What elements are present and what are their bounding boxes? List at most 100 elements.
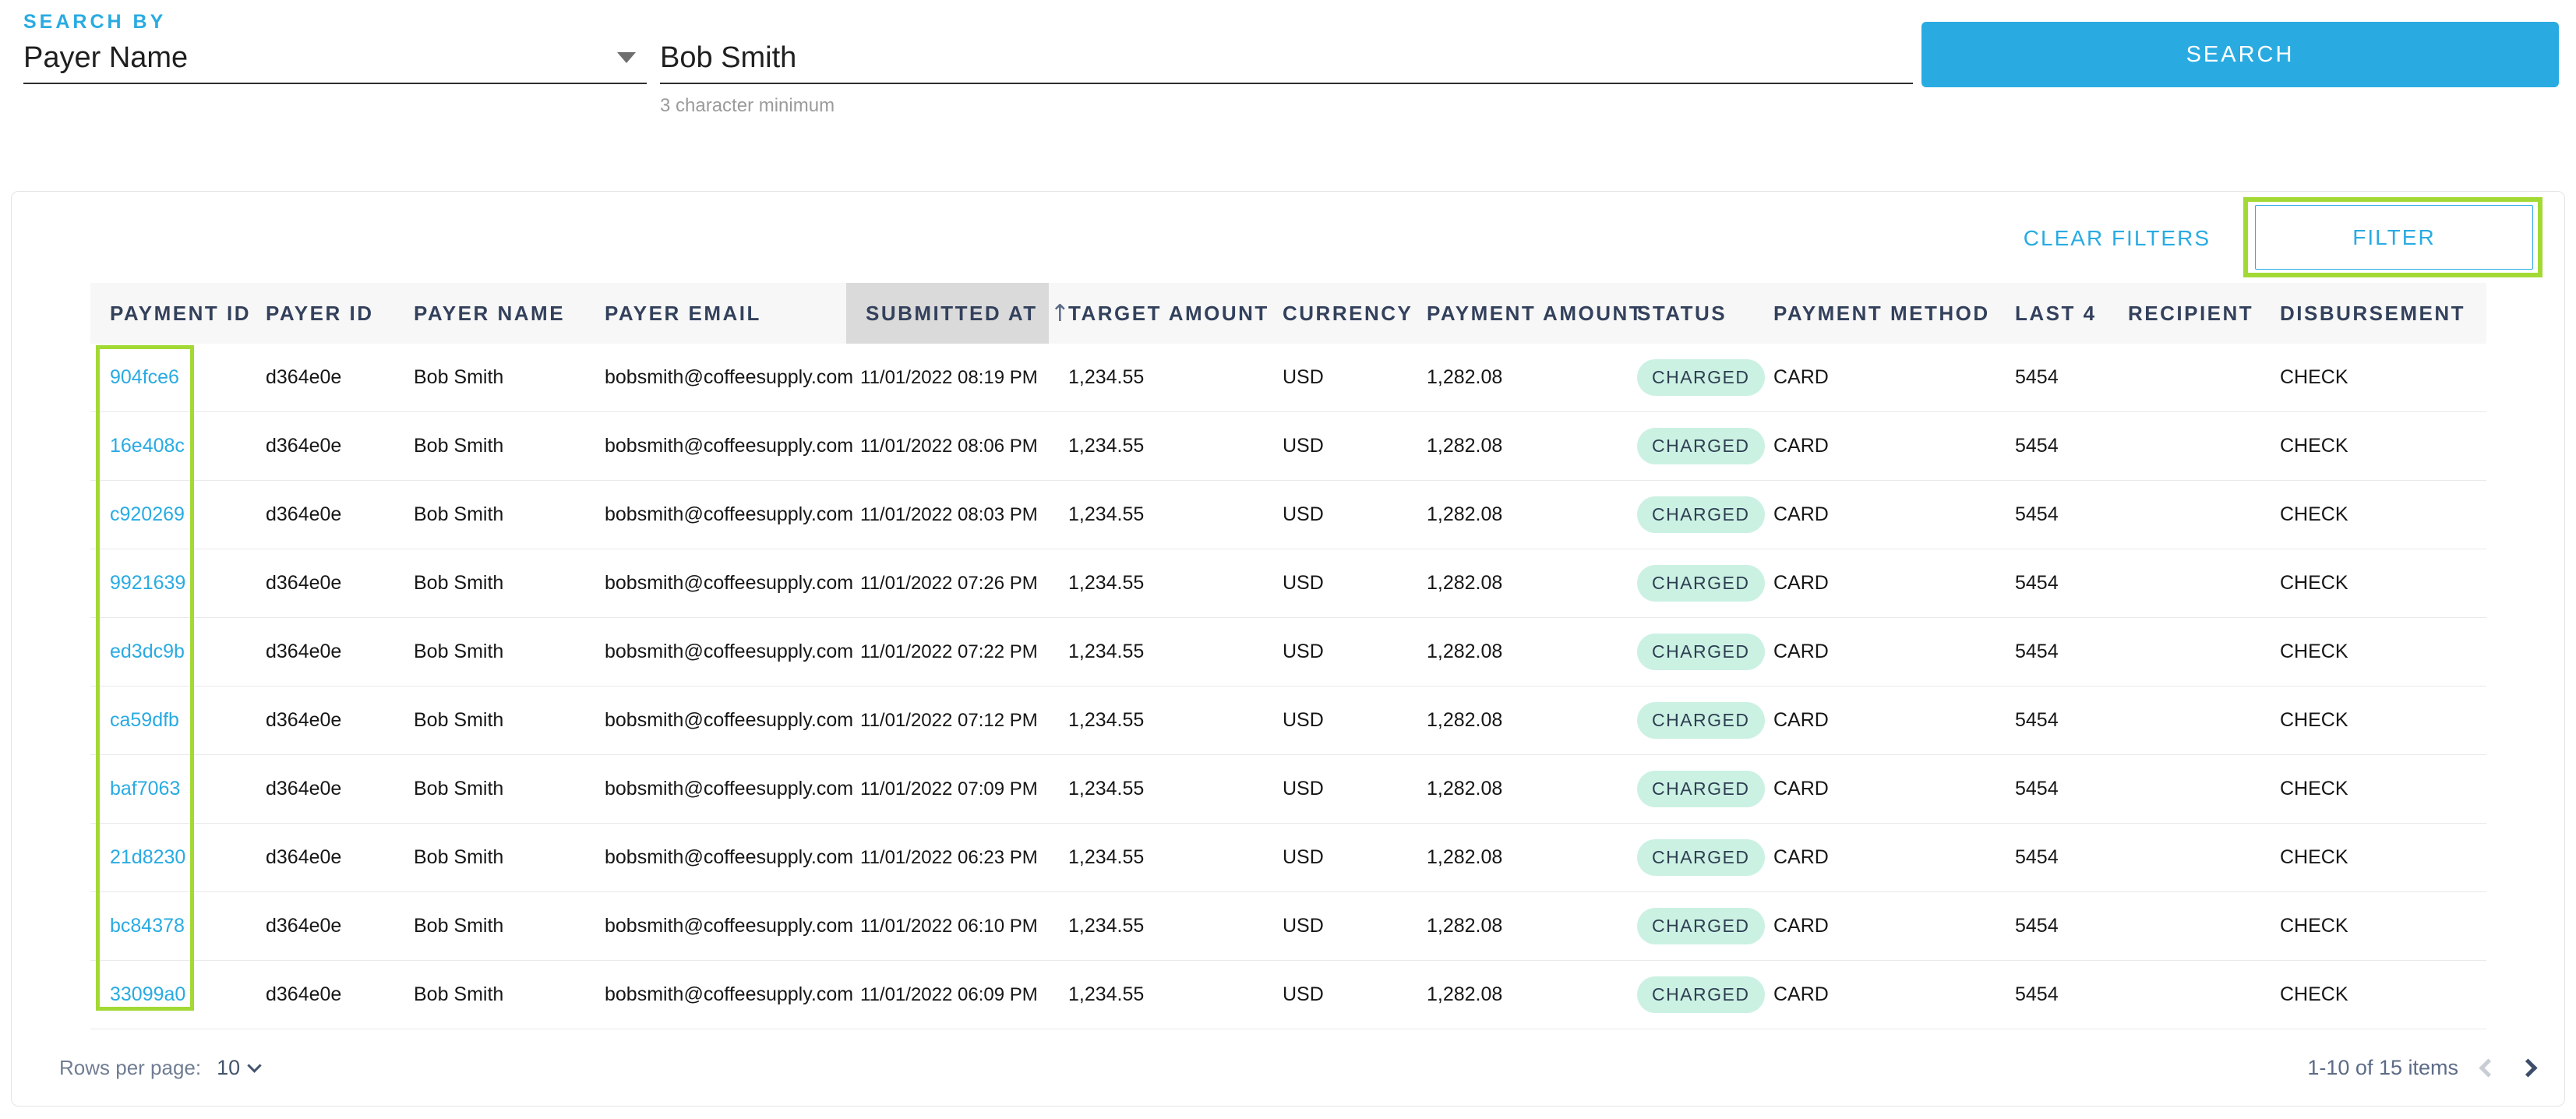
search-by-label: SEARCH BY [23, 11, 167, 33]
cell-last-4: 5454 [2015, 915, 2059, 937]
cell-status: CHARGED [1618, 771, 1765, 807]
cell-payment-amount: 1,282.08 [1427, 572, 1503, 594]
pagination-control: 1-10 of 15 items [2307, 1056, 2538, 1080]
status-badge: CHARGED [1637, 496, 1765, 533]
column-header-payer-name[interactable]: PAYER NAME [414, 301, 566, 325]
cell-currency: USD [1283, 915, 1324, 937]
column-header-submitted-at[interactable]: SUBMITTED AT ↑ [846, 283, 1070, 344]
payment-id-link[interactable]: ca59dfb [110, 709, 179, 731]
status-badge: CHARGED [1637, 908, 1765, 944]
column-header-payment-id[interactable]: PAYMENT ID [110, 301, 252, 325]
cell-payer-email: bobsmith@coffeesupply.com [605, 503, 854, 525]
cell-payer-name: Bob Smith [414, 366, 504, 388]
cell-target-amount: 1,234.55 [1068, 503, 1145, 525]
clear-filters-button[interactable]: CLEAR FILTERS [2023, 226, 2211, 250]
cell-payment-method: CARD [1773, 435, 1829, 457]
search-query-input[interactable] [660, 33, 1913, 84]
rows-per-page-select[interactable]: 10 [217, 1056, 262, 1080]
cell-submitted-at: 11/01/2022 07:12 PM [860, 709, 1038, 731]
payment-id-link[interactable]: c920269 [110, 503, 185, 525]
search-helper-text: 3 character minimum [660, 95, 835, 116]
cell-disbursement: CHECK [2280, 709, 2348, 731]
cell-payment-id: 21d8230 [90, 846, 246, 869]
cell-payment-method: CARD [1773, 503, 1829, 525]
payment-id-link[interactable]: 904fce6 [110, 366, 179, 388]
cell-payment-method: CARD [1773, 778, 1829, 800]
cell-target-amount: 1,234.55 [1068, 572, 1145, 594]
payment-id-link[interactable]: bc84378 [110, 915, 185, 937]
cell-payer-name: Bob Smith [414, 983, 504, 1005]
status-badge: CHARGED [1637, 359, 1765, 396]
column-header-payer-email[interactable]: PAYER EMAIL [605, 301, 761, 325]
cell-payer-name: Bob Smith [414, 915, 504, 937]
cell-payment-amount: 1,282.08 [1427, 983, 1503, 1005]
rows-per-page-value: 10 [217, 1056, 241, 1079]
cell-payment-method: CARD [1773, 846, 1829, 868]
column-header-payment-method[interactable]: PAYMENT METHOD [1773, 301, 1990, 325]
cell-payer-id: d364e0e [266, 709, 342, 731]
cell-payer-id: d364e0e [266, 846, 342, 868]
cell-currency: USD [1283, 572, 1324, 594]
cell-disbursement: CHECK [2280, 503, 2348, 525]
column-header-payment-amount[interactable]: PAYMENT AMOUNT [1427, 301, 1644, 325]
column-header-status[interactable]: STATUS [1637, 301, 1727, 325]
column-header-payer-id[interactable]: PAYER ID [266, 301, 374, 325]
cell-target-amount: 1,234.55 [1068, 983, 1145, 1005]
cell-currency: USD [1283, 503, 1324, 525]
cell-last-4: 5454 [2015, 366, 2059, 388]
cell-target-amount: 1,234.55 [1068, 435, 1145, 457]
cell-status: CHARGED [1618, 702, 1765, 739]
cell-currency: USD [1283, 983, 1324, 1005]
search-bar: SEARCH BY Payer Name 3 character minimum… [0, 0, 2576, 191]
cell-target-amount: 1,234.55 [1068, 915, 1145, 937]
cell-payment-amount: 1,282.08 [1427, 709, 1503, 731]
payment-id-link[interactable]: baf7063 [110, 778, 181, 800]
cell-status: CHARGED [1618, 634, 1765, 670]
cell-payer-name: Bob Smith [414, 641, 504, 662]
cell-last-4: 5454 [2015, 641, 2059, 662]
column-header-currency[interactable]: CURRENCY [1283, 301, 1413, 325]
payment-id-link[interactable]: 9921639 [110, 572, 186, 594]
cell-submitted-at: 11/01/2022 08:06 PM [860, 435, 1038, 457]
column-header-last-4[interactable]: LAST 4 [2015, 301, 2097, 325]
cell-currency: USD [1283, 846, 1324, 868]
cell-status: CHARGED [1618, 839, 1765, 876]
search-field-select[interactable]: Payer Name [23, 33, 647, 84]
pagination-range-label: 1-10 of 15 items [2307, 1056, 2458, 1079]
cell-disbursement: CHECK [2280, 983, 2348, 1005]
next-page-icon[interactable] [2518, 1058, 2538, 1078]
cell-payer-name: Bob Smith [414, 778, 504, 800]
search-button[interactable]: SEARCH [1921, 22, 2559, 87]
table-row: 9921639 d364e0e Bob Smith bobsmith@coffe… [90, 549, 2486, 618]
cell-payer-name: Bob Smith [414, 572, 504, 594]
column-header-disbursement[interactable]: DISBURSEMENT [2280, 301, 2466, 325]
cell-target-amount: 1,234.55 [1068, 846, 1145, 868]
cell-payer-email: bobsmith@coffeesupply.com [605, 846, 854, 868]
status-badge: CHARGED [1637, 771, 1765, 807]
cell-payment-id: 9921639 [90, 572, 246, 595]
cell-submitted-at: 11/01/2022 07:22 PM [860, 641, 1038, 662]
previous-page-icon[interactable] [2479, 1058, 2498, 1078]
payment-id-link[interactable]: ed3dc9b [110, 641, 185, 662]
payment-id-link[interactable]: 33099a0 [110, 983, 186, 1005]
rows-per-page-control: Rows per page: 10 [59, 1056, 262, 1080]
cell-payer-email: bobsmith@coffeesupply.com [605, 435, 854, 457]
cell-payment-amount: 1,282.08 [1427, 503, 1503, 525]
status-badge: CHARGED [1637, 702, 1765, 739]
payment-id-link[interactable]: 16e408c [110, 435, 185, 457]
cell-last-4: 5454 [2015, 572, 2059, 594]
cell-payer-name: Bob Smith [414, 846, 504, 868]
table-row: baf7063 d364e0e Bob Smith bobsmith@coffe… [90, 755, 2486, 824]
column-header-recipient[interactable]: RECIPIENT [2128, 301, 2254, 325]
cell-submitted-at: 11/01/2022 06:09 PM [860, 983, 1038, 1005]
cell-payer-id: d364e0e [266, 915, 342, 937]
cell-payer-email: bobsmith@coffeesupply.com [605, 983, 854, 1005]
cell-submitted-at: 11/01/2022 07:09 PM [860, 778, 1038, 800]
filter-button[interactable]: FILTER [2255, 205, 2533, 270]
payment-id-link[interactable]: 21d8230 [110, 846, 186, 868]
cell-payment-method: CARD [1773, 983, 1829, 1005]
column-header-target-amount[interactable]: TARGET AMOUNT [1068, 301, 1269, 325]
cell-payment-id: baf7063 [90, 778, 246, 800]
cell-payer-email: bobsmith@coffeesupply.com [605, 778, 854, 800]
status-badge: CHARGED [1637, 565, 1765, 602]
